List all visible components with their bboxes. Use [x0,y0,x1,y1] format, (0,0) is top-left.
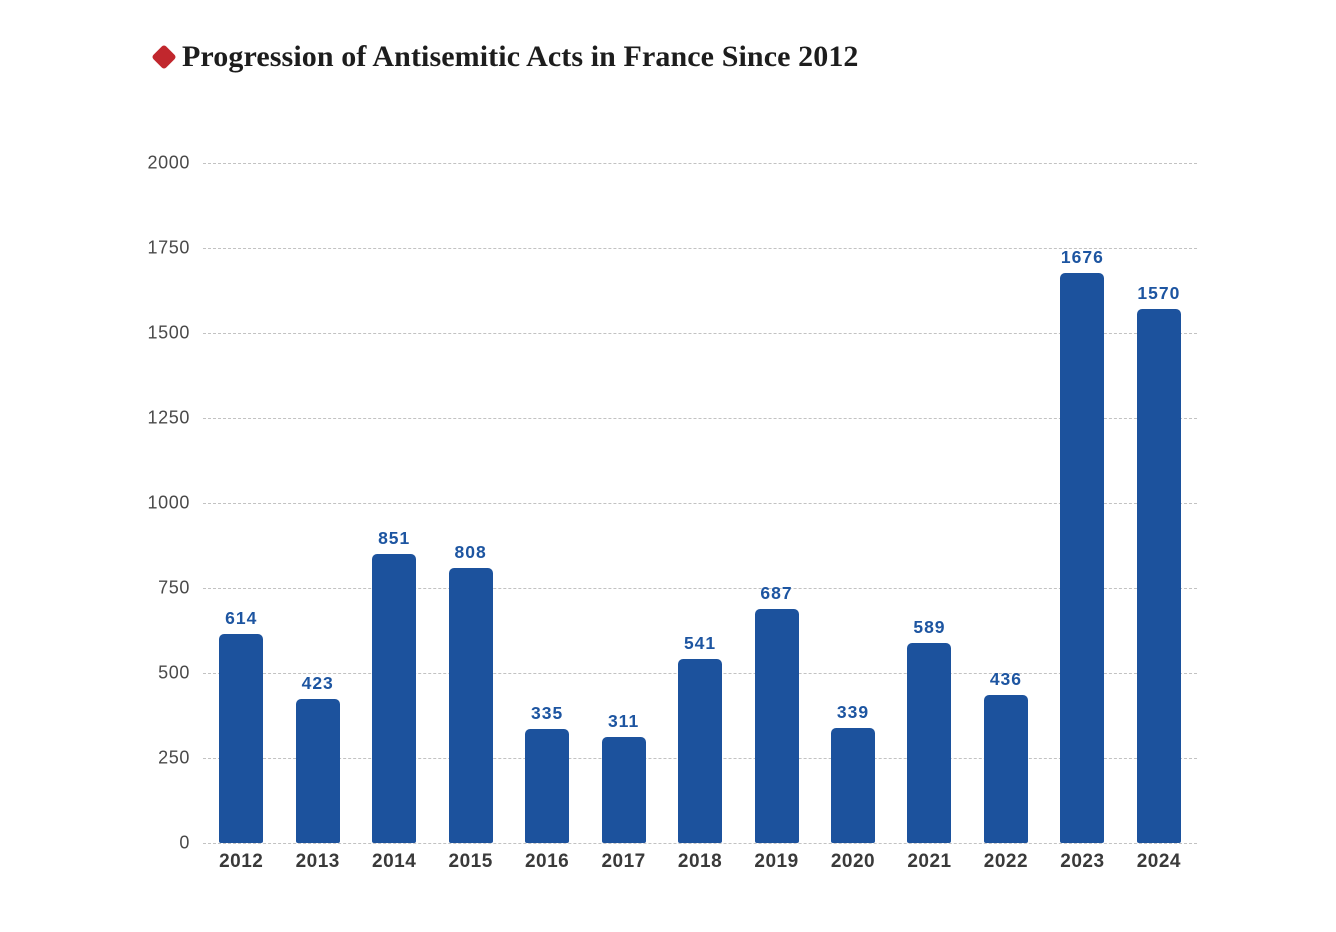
bar-value-label-2013: 423 [301,673,334,694]
x-tick-label-2023: 2023 [1060,851,1105,872]
x-tick-label-2018: 2018 [677,851,723,872]
bar-column-2015: 808 [432,163,508,843]
bar-column-2013: 423 [279,163,355,843]
chart-title-row: Progression of Antisemitic Acts in Franc… [151,40,859,74]
y-tick-label-250: 250 [158,747,190,768]
bar-value-label-2021: 589 [913,616,946,637]
gridline-2000: 2000 [148,153,1197,173]
x-tick-label-2013: 2013 [295,851,340,872]
bar-2024 [1136,309,1181,843]
bar-value-label-2017: 311 [607,711,640,732]
bar-value-label-2023: 1676 [1060,247,1104,268]
y-tick-label-2000: 2000 [147,152,190,173]
bar-2016 [525,729,570,843]
bar-2021 [907,642,952,843]
x-tick-label-2017: 2017 [601,851,646,872]
bar-columns: 614 423 851 808 335 311 541 687 339 589 436 1676 157… [203,163,1197,843]
bar-column-2014: 851 [356,163,432,843]
gridline-1750: 1750 [148,238,1197,258]
y-tick-label-1250: 1250 [147,407,190,428]
x-tick-label-2020: 2020 [830,851,876,872]
bar-2020 [830,727,875,843]
bar-2019 [754,609,799,843]
y-tick-label-0: 0 [179,832,190,853]
gridline-0: 0 [179,833,1197,853]
bar-value-label-2022: 436 [989,668,1023,689]
x-tick-label-2012: 2012 [219,851,264,872]
x-tick-label-2014: 2014 [372,851,417,872]
x-tick-label-2022: 2022 [983,851,1029,872]
bar-column-2020: 339 [815,163,891,843]
x-axis-labels: 2012 2013 2014 2015 2016 2017 2018 2019 2020 2021… [203,851,1197,873]
y-tick-label-1750: 1750 [147,237,190,258]
bar-value-label-2019: 687 [760,583,793,604]
bar-2022 [983,694,1028,843]
chart-title: Progression of Antisemitic Acts in Franc… [182,40,859,73]
bar-2017 [601,737,646,843]
x-tick-label-2024: 2024 [1136,851,1181,872]
gridline-1500: 1500 [148,323,1197,343]
bar-value-label-2024: 1570 [1137,283,1181,304]
y-tick-label-1000: 1000 [147,492,190,513]
x-tick-label-2021: 2021 [907,851,952,872]
y-tick-label-500: 500 [158,662,190,683]
x-tick-label-2016: 2016 [524,851,570,872]
gridline-1000: 1000 [148,493,1197,513]
y-tick-label-750: 750 [158,577,190,598]
bar-2018 [678,659,723,843]
bar-column-2023: 1676 [1044,163,1120,843]
gridline-750: 750 [158,578,1197,598]
bar-column-2019: 687 [738,163,814,843]
bar-2014 [372,553,417,843]
bar-2023 [1060,273,1105,843]
bar-column-2018: 541 [662,163,738,843]
bar-column-2016: 335 [509,163,585,843]
bar-column-2022: 436 [968,163,1044,843]
gridline-1250: 1250 [148,408,1197,428]
bar-column-2017: 311 [585,163,661,843]
bar-2015 [448,568,493,843]
bar-column-2021: 589 [891,163,967,843]
bar-value-label-2014: 851 [378,527,411,548]
bar-value-label-2012: 614 [225,608,258,629]
y-tick-label-1500: 1500 [147,322,190,343]
bar-value-label-2016: 335 [531,703,564,724]
bar-2013 [295,699,340,843]
bar-value-label-2020: 339 [836,701,870,722]
plot-area: 614 423 851 808 335 311 541 687 339 589 436 1676 157… [148,153,1197,853]
bar-value-label-2015: 808 [454,542,487,563]
bar-column-2012: 614 [203,163,279,843]
bar-column-2024: 1570 [1121,163,1197,843]
x-tick-label-2015: 2015 [448,851,493,872]
x-tick-label-2019: 2019 [754,851,799,872]
bar-2012 [219,634,264,843]
red-diamond-icon [151,44,177,70]
bar-value-label-2018: 541 [683,633,717,654]
